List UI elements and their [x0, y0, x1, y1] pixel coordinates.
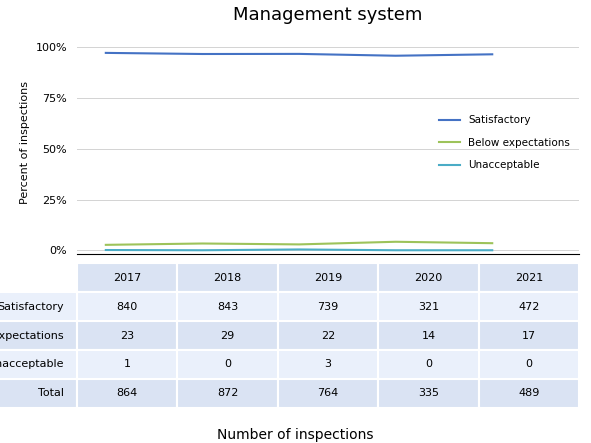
Below expectations	[199, 241, 206, 246]
Title: Management system: Management system	[233, 6, 423, 24]
Text: Number of inspections: Number of inspections	[217, 427, 374, 442]
Unacceptable	[199, 248, 206, 253]
Below expectations	[489, 241, 496, 246]
Y-axis label: Percent of inspections: Percent of inspections	[20, 81, 30, 204]
Satisfactory	[489, 52, 496, 57]
Unacceptable	[102, 247, 109, 253]
Line: Satisfactory: Satisfactory	[106, 53, 492, 56]
Unacceptable	[392, 248, 399, 253]
Satisfactory	[296, 51, 303, 57]
Unacceptable	[489, 248, 496, 253]
Satisfactory	[102, 50, 109, 55]
Below expectations	[102, 242, 109, 248]
Legend: Satisfactory, Below expectations, Unacceptable: Satisfactory, Below expectations, Unacce…	[434, 111, 574, 175]
Line: Below expectations: Below expectations	[106, 242, 492, 245]
Satisfactory	[199, 51, 206, 57]
Unacceptable	[296, 247, 303, 252]
Line: Unacceptable: Unacceptable	[106, 249, 492, 250]
Below expectations	[296, 242, 303, 247]
Satisfactory	[392, 53, 399, 58]
Below expectations	[392, 239, 399, 245]
